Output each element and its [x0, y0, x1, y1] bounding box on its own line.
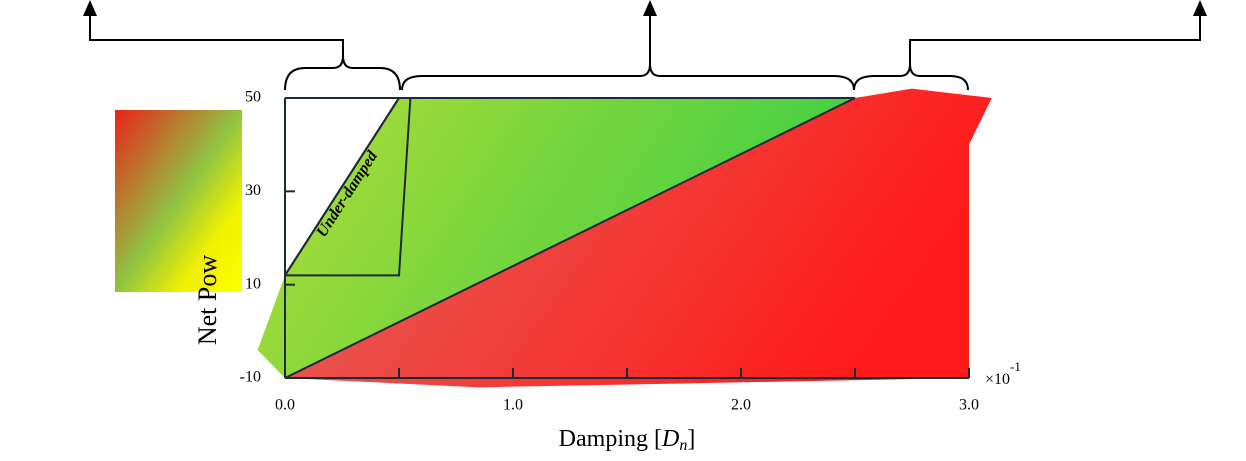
x-label-close: ]	[687, 426, 695, 452]
y-tick-label: 50	[245, 89, 261, 106]
x-scale-label: ×10-1	[985, 359, 1021, 388]
x-tick-label: 2.0	[731, 397, 751, 414]
y-tick-label: 30	[245, 182, 261, 199]
braces	[89, 10, 1201, 91]
x-label-subscript: n	[679, 437, 687, 454]
y-tick-label: -10	[240, 369, 261, 386]
x-axis-label: Damping [Dn]	[559, 426, 696, 454]
x-tick-label: 1.0	[503, 397, 523, 414]
region	[285, 88, 992, 388]
plot-area: -10 10 30 50 0.0 1.0 2.0 3.0	[240, 88, 992, 414]
x-label-symbol: D	[661, 426, 679, 452]
y-axis-label: Net Pow	[193, 255, 222, 346]
y-tick-label: 10	[245, 275, 261, 292]
region	[257, 98, 855, 378]
x-label-text: Damping [	[559, 426, 662, 452]
x-tick-label: 3.0	[959, 397, 979, 414]
color-legend	[115, 110, 242, 292]
arrow-heads	[83, 0, 1207, 16]
x-scale-base: ×10	[985, 371, 1010, 388]
x-tick-label: 0.0	[275, 397, 295, 414]
x-scale-exponent: -1	[1010, 359, 1021, 374]
